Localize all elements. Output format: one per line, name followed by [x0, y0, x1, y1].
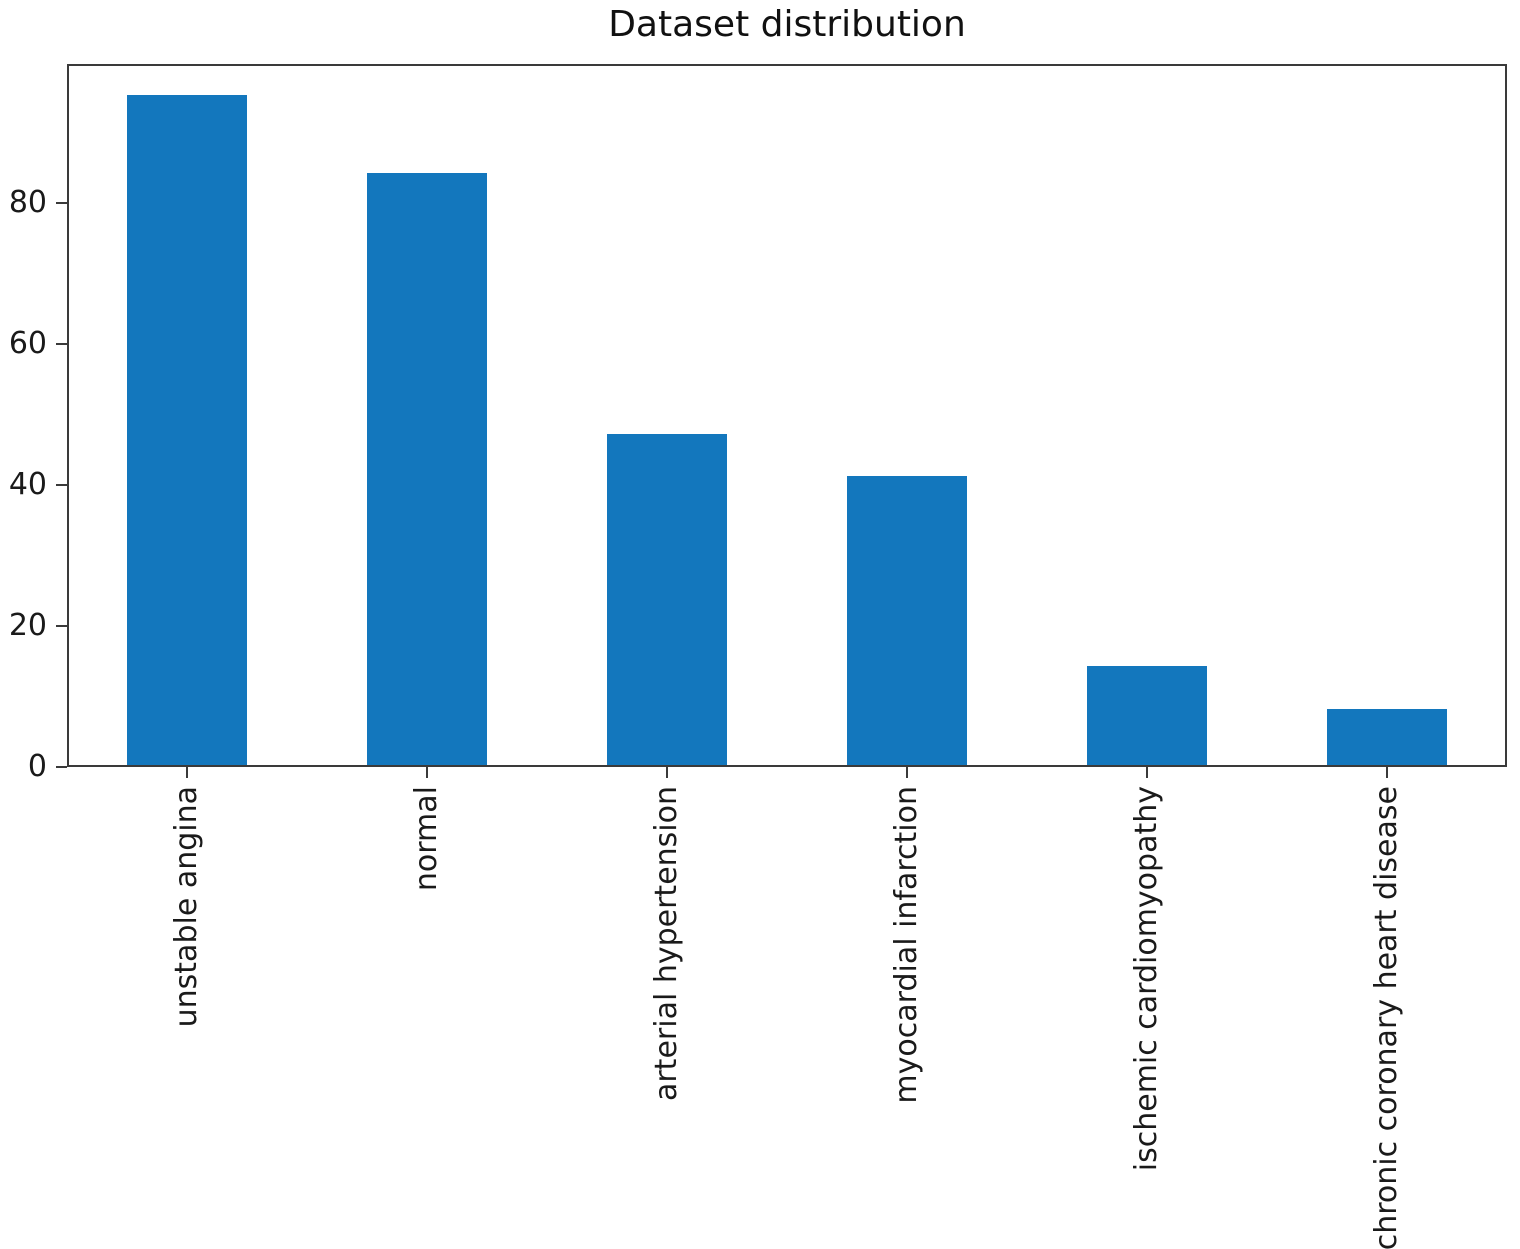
bar — [127, 95, 247, 765]
x-axis-tick-mark — [1386, 767, 1388, 778]
y-axis-tick-mark — [56, 202, 67, 205]
x-axis-tick-label: unstable angina — [169, 786, 204, 1028]
x-axis-labels: unstable angina normal arterial hypertensi… — [67, 786, 1507, 1249]
x-axis-tick-label: normal — [409, 786, 444, 892]
chart-title: Dataset distribution — [608, 4, 966, 45]
y-axis-tick-mark — [56, 625, 67, 628]
bar — [1087, 666, 1207, 765]
bar — [1327, 708, 1447, 765]
x-axis-label-cell: chronic coronary heart disease — [1267, 786, 1507, 1249]
x-axis-tick-mark — [426, 767, 428, 778]
x-axis-label-cell: arterial hypertension — [547, 786, 787, 1249]
x-axis-tick-label: ischemic cardiomyopathy — [1129, 786, 1164, 1172]
x-axis-tick-mark — [186, 767, 188, 778]
x-axis-tick-label: myocardial infarction — [889, 786, 924, 1104]
x-axis-label-cell: normal — [307, 786, 547, 1249]
x-axis-tick-mark — [906, 767, 908, 778]
x-axis-label-cell: unstable angina — [67, 786, 307, 1249]
x-axis-tick-mark — [1146, 767, 1148, 778]
y-axis-tick-mark — [56, 343, 67, 346]
x-axis-label-cell: myocardial infarction — [787, 786, 1027, 1249]
bar — [367, 173, 487, 765]
y-axis-tick-label: 80 — [8, 185, 47, 221]
y-axis-tick-label: 20 — [8, 608, 47, 644]
x-axis-tick-label: arterial hypertension — [649, 786, 684, 1102]
y-axis-tick-label: 60 — [8, 326, 47, 362]
bar — [607, 433, 727, 765]
x-axis-tick-mark — [666, 767, 668, 778]
bar — [847, 476, 967, 765]
x-axis-label-cell: ischemic cardiomyopathy — [1027, 786, 1267, 1249]
x-axis-tick-label: chronic coronary heart disease — [1369, 786, 1404, 1249]
y-axis-tick-mark — [56, 484, 67, 487]
y-axis-tick-label: 40 — [8, 467, 47, 503]
y-axis-tick-label: 0 — [27, 749, 47, 784]
y-axis-tick-mark — [56, 766, 67, 768]
plot-area — [67, 64, 1507, 767]
